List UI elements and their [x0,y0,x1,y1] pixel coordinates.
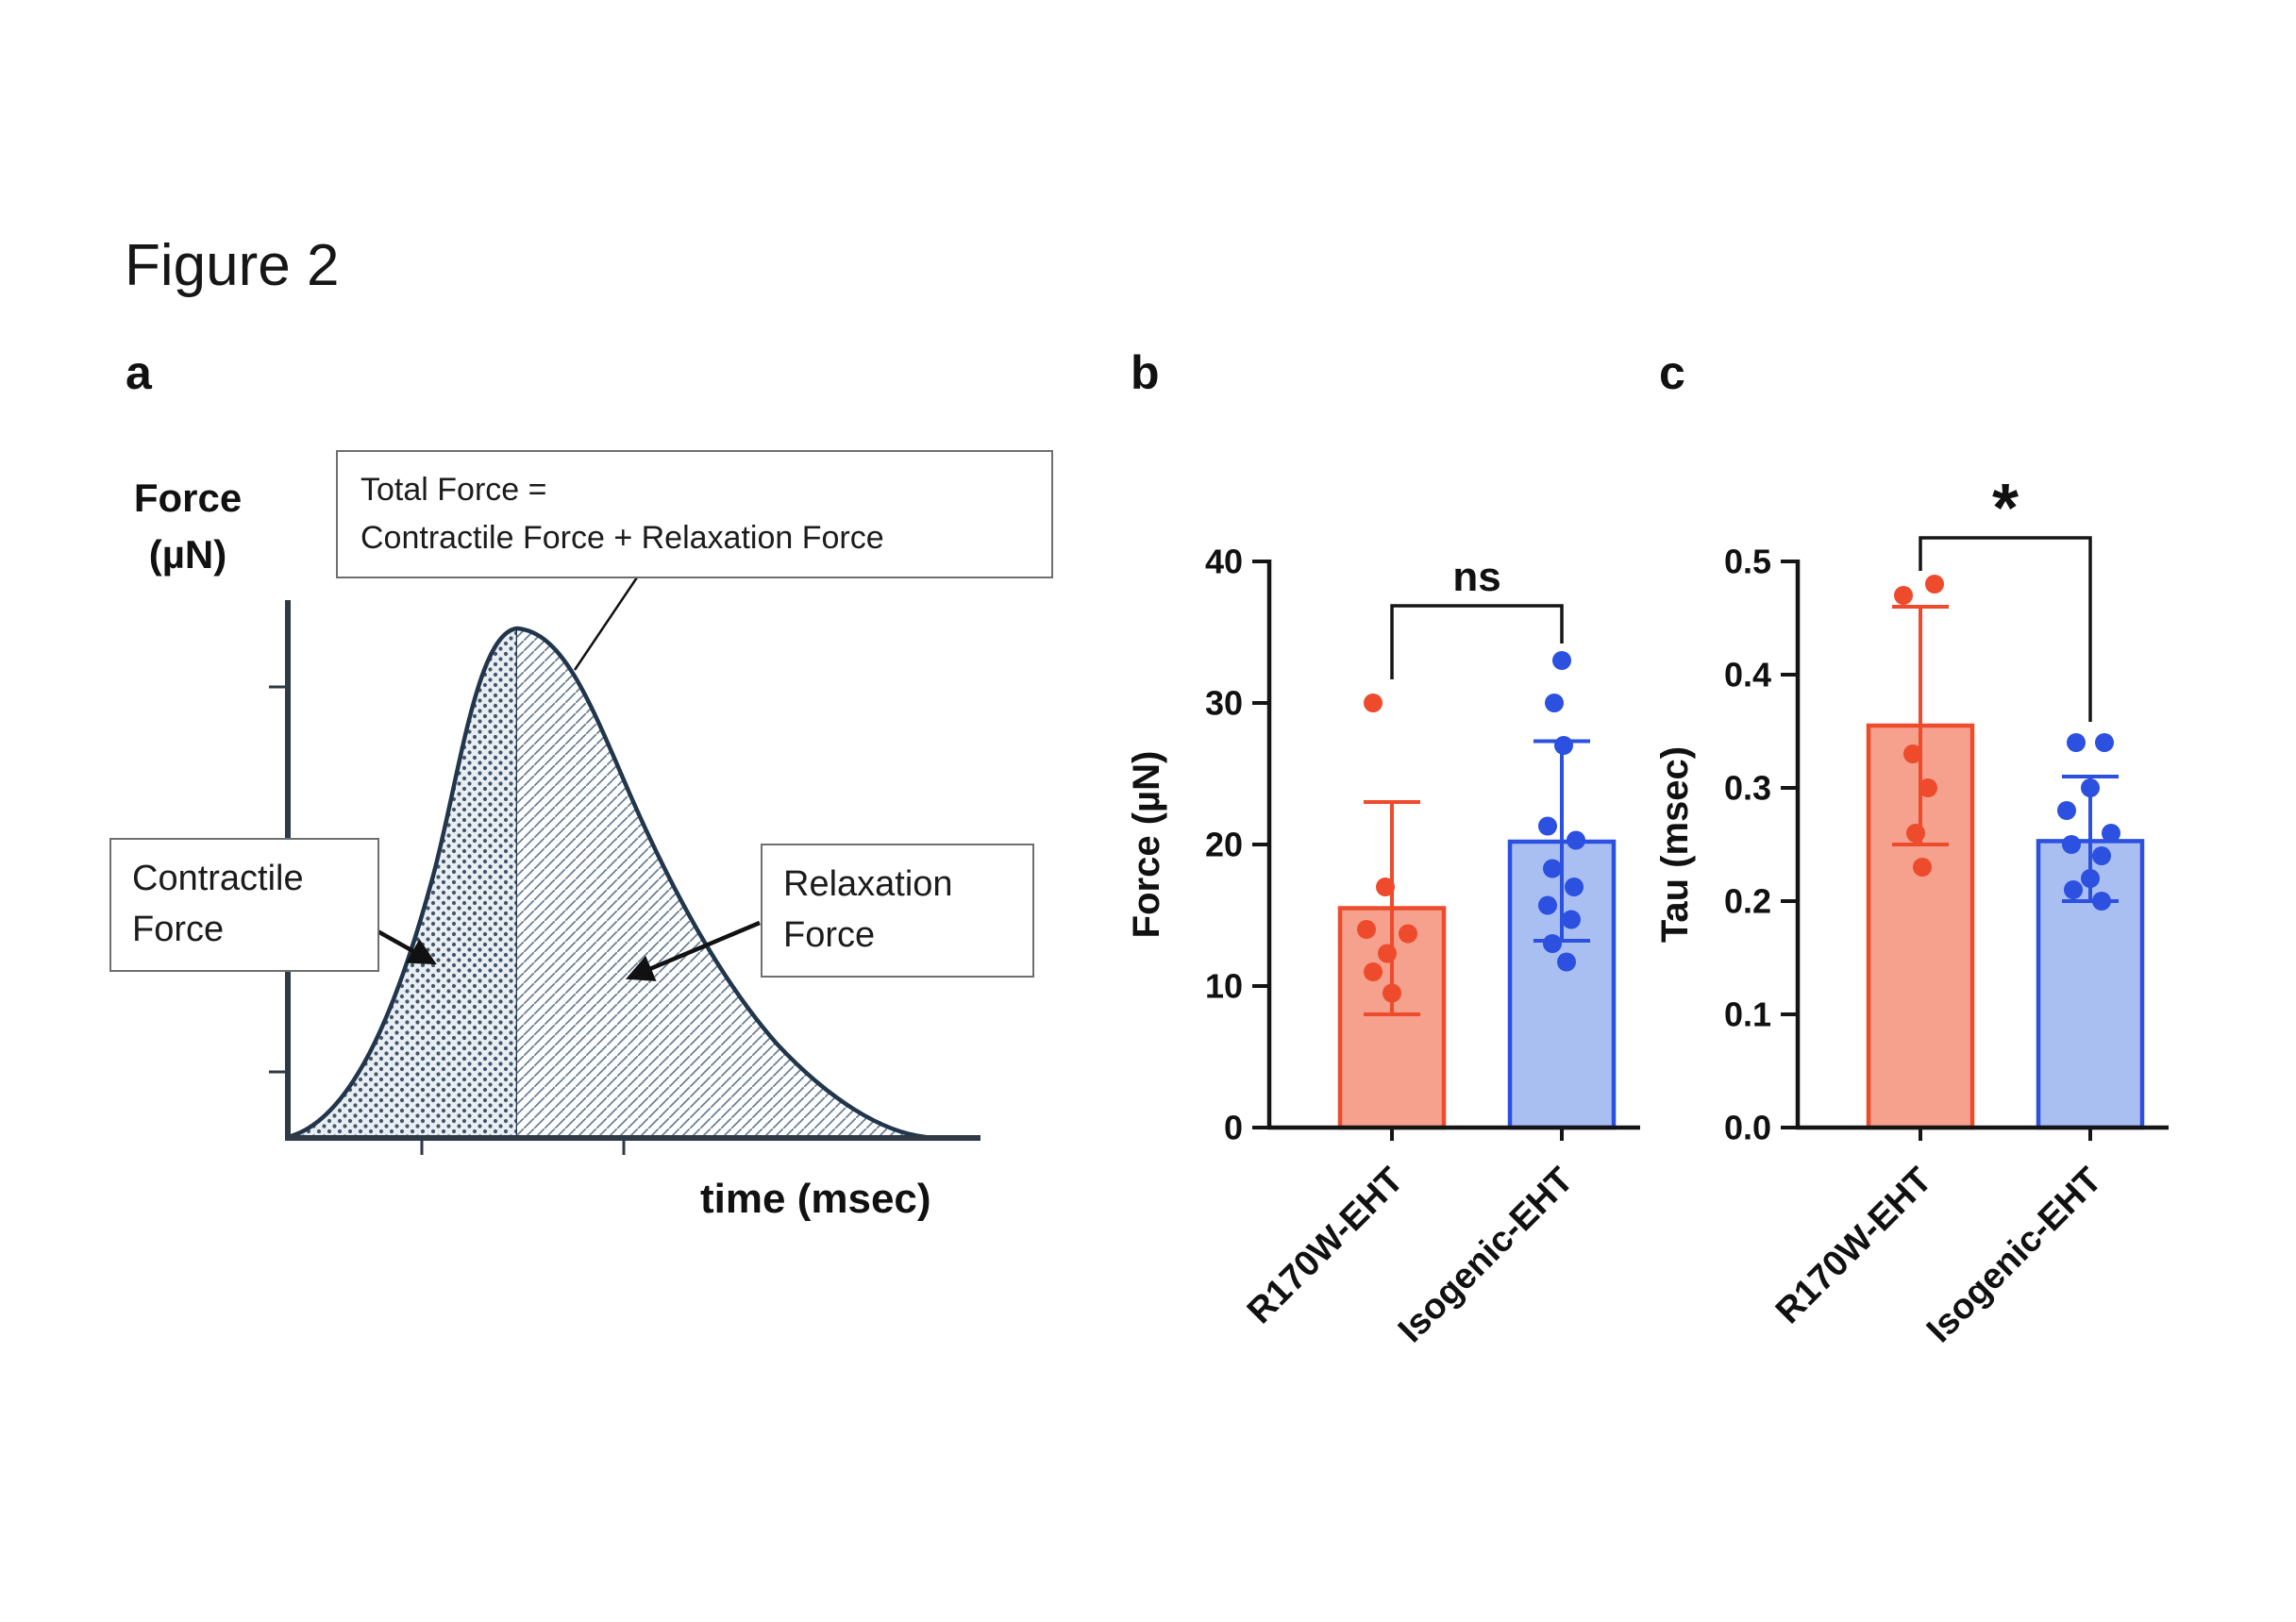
data-point [2064,880,2083,899]
y-tick-label: 0.1 [1724,995,1771,1034]
force-axis-title-line2: (µN) [148,531,227,577]
relaxation-arrow [625,920,761,981]
data-point [1399,924,1417,944]
data-point [1357,920,1376,939]
significance-label: * [1992,471,2019,546]
data-point [2057,801,2076,820]
contractile-label-line1: Contractile [132,859,304,898]
y-tick-label: 0.3 [1724,769,1771,808]
category-label: Isogenic-EHT [1391,1161,1581,1350]
y-tick-label: 0.4 [1724,656,1771,694]
data-point [2092,892,2111,911]
category-label: R170W-EHT [1768,1161,1939,1331]
y-axis-title: Tau (msec) [1654,746,1696,943]
force-axis-title-line1: Force [133,476,243,520]
y-tick-label: 40 [1205,543,1243,581]
y-tick-label: 10 [1205,967,1243,1006]
data-point [2062,835,2081,854]
panel-b-letter: b [1131,346,1160,399]
y-axis-title: Force (µN) [1126,751,1167,939]
y-tick-label: 30 [1205,684,1243,723]
y-tick-label: 20 [1205,826,1243,864]
contractile-force-label-box: Contractile Force [109,838,379,972]
data-point [1364,962,1383,981]
data-point [1565,878,1584,896]
data-point [2081,869,2100,888]
significance-bracket [1390,604,1564,679]
total-force-annotation-box: Total Force = Contractile Force + Relaxa… [336,450,1053,578]
contractile-label-line2: Force [132,909,225,949]
data-point [1364,694,1383,712]
data-point [1919,778,1937,797]
data-point [2095,733,2114,752]
y-tick-label: 0 [1224,1109,1243,1147]
total-force-note-line2: Contractile Force + Relaxation Force [360,520,884,556]
data-point [1552,651,1571,670]
panel-c-letter: c [1659,346,1685,399]
significance-bracket [1919,536,2092,722]
data-point [1376,878,1395,896]
figure-title: Figure 2 [125,233,340,298]
total-force-note-line1: Total Force = [360,472,547,508]
relaxation-force-region [517,628,926,1137]
panel-a-x-axis-title: time (msec) [700,1176,931,1222]
relaxation-force-label-box: Relaxation Force [761,844,1034,978]
data-point [1554,736,1573,755]
category-label: R170W-EHT [1240,1161,1411,1331]
relaxation-label-line2: Force [783,914,876,955]
data-point [1562,910,1581,929]
y-tick-label: 0.2 [1724,882,1771,921]
significance-label: ns [1452,554,1500,600]
data-point [1543,934,1562,953]
data-point [1383,983,1401,1003]
y-tick-label: 0.5 [1724,543,1771,581]
data-point [1894,586,1913,605]
data-point [1913,858,1932,877]
data-point [1378,944,1397,963]
data-point [1906,824,1925,843]
y-tick-label: 0.0 [1724,1109,1771,1147]
data-point [1545,694,1564,712]
panel-a-letter: a [126,346,152,399]
data-point [1567,830,1585,850]
data-point [1543,859,1562,878]
data-point [1538,895,1557,915]
data-point [1925,575,1944,594]
total-force-pointer-line [573,577,639,671]
data-point [1538,816,1557,836]
data-point [1903,744,1922,763]
data-point [2102,824,2120,843]
category-label: Isogenic-EHT [1919,1161,2109,1350]
data-point [2067,733,2086,752]
panel-a-y-axis-title: Force (µN) [98,470,277,582]
data-point [2081,778,2100,797]
data-point [1557,952,1576,972]
relaxation-label-line1: Relaxation [783,864,953,904]
data-point [2092,846,2111,865]
